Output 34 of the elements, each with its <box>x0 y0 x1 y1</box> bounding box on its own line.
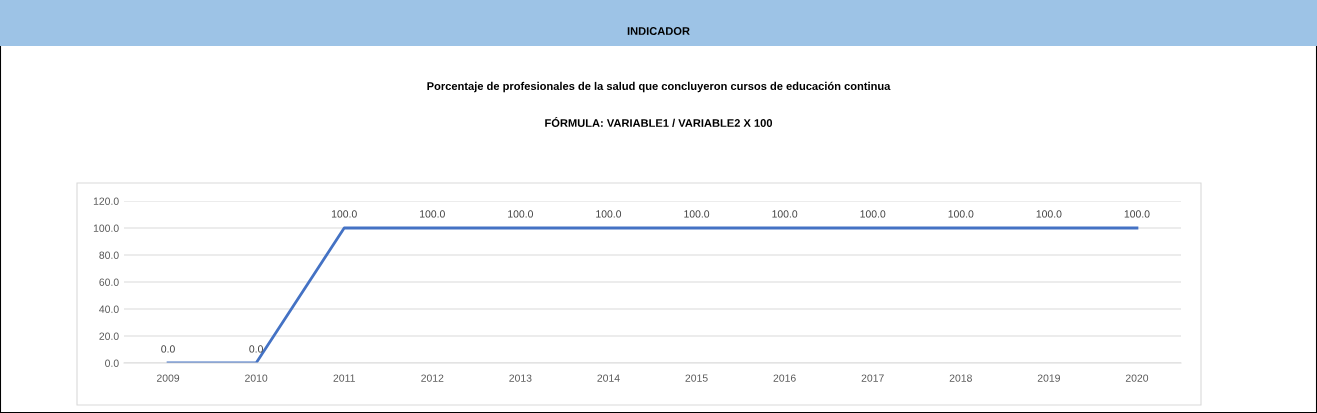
data-label: 100.0 <box>508 210 533 218</box>
x-tick-label: 2013 <box>509 374 532 382</box>
data-label: 100.0 <box>860 210 886 218</box>
data-label: 100.0 <box>420 210 445 218</box>
data-label: 100.0 <box>772 210 798 218</box>
x-tick-label: 2009 <box>156 374 180 382</box>
chart-subtitle: Porcentaje de profesionales de la salud que concluyeron cursos de educación continua <box>427 81 891 93</box>
y-tick-label: 20.0 <box>99 332 119 340</box>
x-tick-label: 2011 <box>333 374 355 382</box>
data-label: 100.0 <box>331 210 357 218</box>
x-tick-label: 2017 <box>861 374 884 382</box>
x-tick-label: 2010 <box>245 374 268 382</box>
data-label: 100.0 <box>1124 210 1150 218</box>
data-label: 100.0 <box>1036 210 1062 218</box>
y-tick-label: 60.0 <box>99 278 119 286</box>
y-tick-label: 0.0 <box>105 359 119 367</box>
data-label: 100.0 <box>596 210 622 218</box>
y-tick-label: 80.0 <box>99 251 119 259</box>
data-label: 100.0 <box>684 210 710 218</box>
text: FÓRMULA: VARIABLE1 / VARIABLE2 X 100 <box>545 117 773 128</box>
data-label: 0.0 <box>161 345 175 353</box>
y-tick-label: 40.0 <box>99 305 119 313</box>
y-tick-label: 100.0 <box>93 224 119 232</box>
x-tick-label: 2018 <box>949 374 972 382</box>
x-tick-label: 2015 <box>685 374 708 382</box>
y-tick-label: 120.0 <box>93 197 119 205</box>
data-label: 100.0 <box>948 210 974 218</box>
chart-title: INDICADOR <box>627 27 690 35</box>
x-tick-label: 2012 <box>421 374 444 382</box>
x-tick-label: 2016 <box>773 374 796 382</box>
x-tick-label: 2020 <box>1125 374 1149 382</box>
x-tick-label: 2019 <box>1037 374 1060 382</box>
data-label: 0.0 <box>249 345 263 353</box>
x-tick-label: 2014 <box>597 374 620 382</box>
